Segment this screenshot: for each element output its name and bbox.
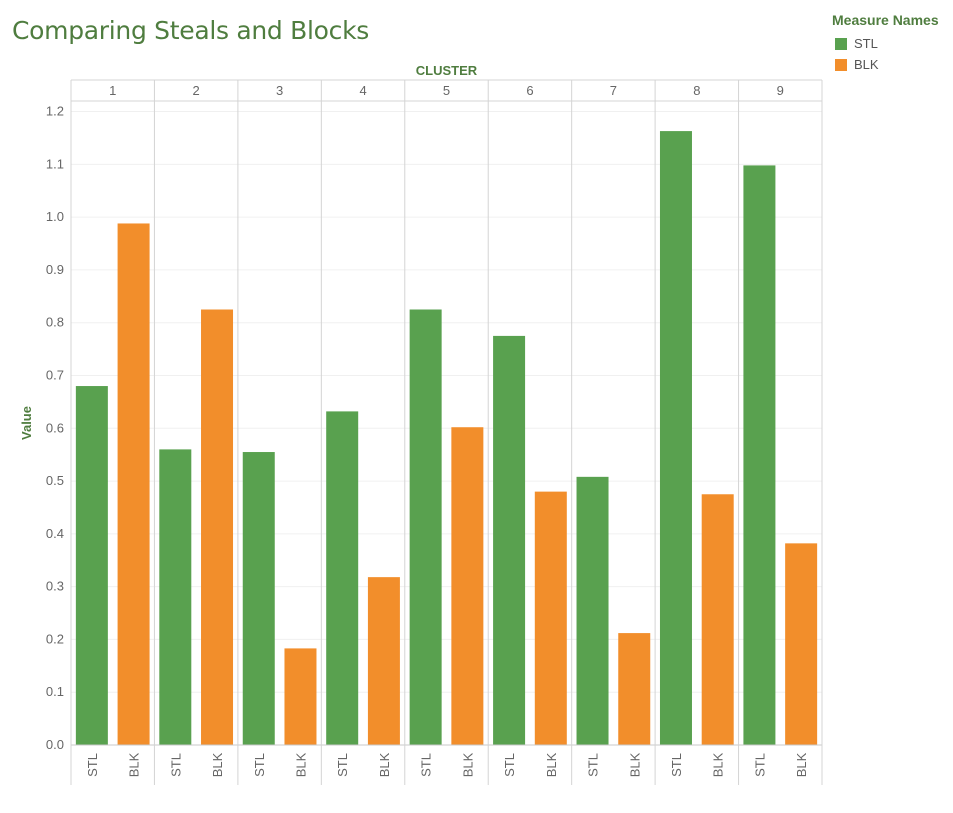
bar-blk-cluster-5[interactable] [451,427,484,745]
cluster-header-label: 1 [109,83,116,98]
x-tick-label: BLK [210,752,225,777]
chart-frame [70,79,823,785]
bar-blk-cluster-8[interactable] [701,494,734,745]
legend-label-blk: BLK [854,57,879,72]
legend-title: Measure Names [832,12,939,28]
bar-blk-cluster-4[interactable] [367,577,400,745]
bar-blk-cluster-6[interactable] [534,491,567,745]
bar-stl-cluster-3[interactable] [242,452,275,745]
cluster-header-label: 5 [443,83,450,98]
x-tick-label: BLK [794,752,809,777]
x-tick-label: STL [85,753,100,777]
y-tick-label: 1.1 [46,156,64,171]
cluster-header-label: 3 [276,83,283,98]
x-tick-label: STL [586,753,601,777]
grid-lines [71,111,822,693]
cluster-header-label: 9 [777,83,784,98]
x-tick-label: STL [168,753,183,777]
x-tick-label: STL [502,753,517,777]
bar-blk-cluster-7[interactable] [618,633,651,745]
legend-swatch-blk [835,58,847,71]
axis-labels: 0.0 0.1 0.2 0.3 0.4 0.5 0.6 0.7 0.8 0.9 1.0 1.1 1.2 C… [19,63,809,777]
y-tick-label: 1.2 [46,104,64,119]
cluster-header-label: 7 [610,83,617,98]
y-axis-title: Value [19,406,34,440]
x-tick-label: BLK [711,752,726,777]
x-tick-label: STL [669,753,684,777]
x-tick-label: STL [335,753,350,777]
y-tick-label: 0.4 [46,526,64,541]
bar-blk-cluster-2[interactable] [201,309,234,745]
bar-stl-cluster-5[interactable] [409,309,442,745]
y-tick-label: 0.7 [46,367,64,382]
bar-stl-cluster-2[interactable] [159,449,192,745]
y-tick-label: 1.0 [46,209,64,224]
column-header-title: CLUSTER [416,63,478,78]
x-tick-label: BLK [460,752,475,777]
x-tick-label: BLK [627,752,642,777]
x-tick-label: STL [419,753,434,777]
bars [75,131,818,746]
bar-blk-cluster-3[interactable] [284,648,317,745]
legend-item-stl[interactable]: STL [835,33,950,54]
bar-blk-cluster-9[interactable] [785,543,818,745]
y-tick-label: 0.2 [46,631,64,646]
y-tick-label: 0.5 [46,473,64,488]
x-tick-label: BLK [377,752,392,777]
cluster-header-label: 2 [193,83,200,98]
x-tick-label: STL [752,753,767,777]
y-tick-label: 0.9 [46,262,64,277]
bar-stl-cluster-6[interactable] [493,335,526,745]
y-tick-label: 0.6 [46,420,64,435]
chart-title: Comparing Steals and Blocks [12,16,369,45]
x-tick-label: BLK [127,752,142,777]
x-tick-label: STL [252,753,267,777]
legend-swatch-stl [835,37,847,50]
y-tick-label: 0.0 [46,737,64,752]
bar-stl-cluster-4[interactable] [326,411,359,745]
cluster-header-label: 8 [693,83,700,98]
cluster-header-label: 6 [526,83,533,98]
legend: Measure Names STL BLK [832,12,950,75]
x-tick-label: BLK [544,752,559,777]
y-tick-label: 0.1 [46,684,64,699]
bar-blk-cluster-1[interactable] [117,223,150,745]
cluster-header-label: 4 [359,83,366,98]
bar-stl-cluster-8[interactable] [659,131,692,746]
legend-label-stl: STL [854,36,878,51]
bar-stl-cluster-9[interactable] [743,165,776,745]
bar-stl-cluster-1[interactable] [75,386,108,745]
y-tick-label: 0.8 [46,315,64,330]
x-tick-label: BLK [293,752,308,777]
bar-stl-cluster-7[interactable] [576,476,609,745]
legend-item-blk[interactable]: BLK [835,54,950,75]
y-tick-label: 0.3 [46,579,64,594]
